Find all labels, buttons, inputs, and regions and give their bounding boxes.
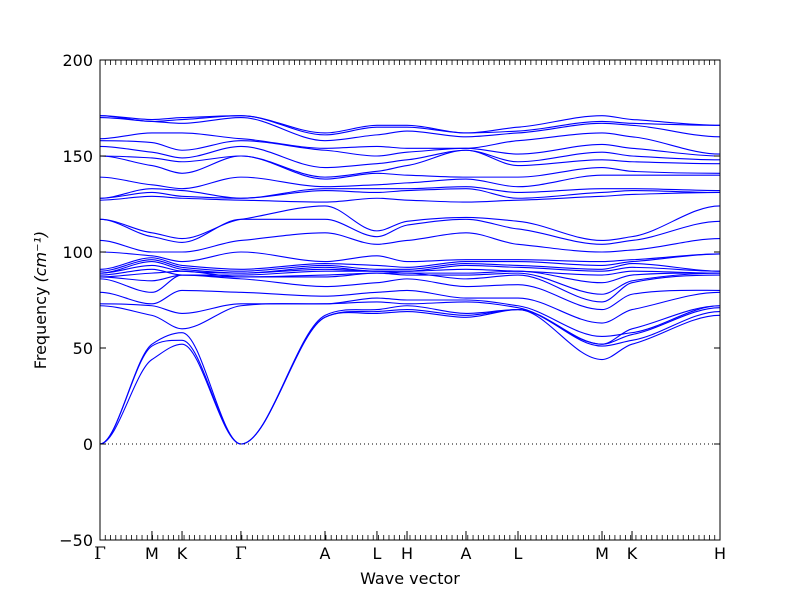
band-line-1	[99, 309, 721, 445]
band-line-26	[99, 140, 721, 157]
y-tick-label: −50	[59, 531, 93, 550]
y-tick-label: 200	[62, 51, 93, 70]
band-line-6	[99, 289, 721, 324]
band-line-7	[99, 274, 721, 311]
band-line-20	[99, 188, 721, 199]
band-line-24	[99, 149, 721, 178]
band-line-23	[99, 155, 721, 180]
band-line-28	[99, 117, 721, 142]
x-tick-label: A	[320, 544, 331, 563]
y-tick-label: 0	[83, 435, 93, 454]
y-axis-label: Frequency (cm⁻¹)	[31, 231, 50, 369]
x-tick-label: Γ	[235, 544, 247, 564]
band-line-16	[99, 232, 721, 253]
band-line-30	[99, 115, 721, 134]
x-tick-label: A	[461, 544, 472, 563]
band-line-8	[99, 272, 721, 303]
band-line-10	[99, 268, 721, 284]
band-line-18	[99, 205, 721, 242]
y-tick-label: 100	[62, 243, 93, 262]
y-tick-label: 50	[73, 339, 93, 358]
y-axis-ticks: −50 0 50 100 150 200	[59, 51, 720, 550]
x-tick-label: K	[177, 544, 188, 563]
y-axis-label-unit: (cm⁻¹)	[31, 231, 50, 283]
band-line-15	[99, 251, 721, 263]
band-line-22	[99, 174, 720, 190]
band-line-14	[99, 253, 721, 270]
x-tick-label: H	[714, 544, 726, 563]
band-line-27	[99, 132, 721, 155]
y-tick-label: 150	[62, 147, 93, 166]
band-line-21	[99, 186, 721, 199]
x-tick-label: K	[627, 544, 638, 563]
x-tick-label: Γ	[94, 544, 106, 564]
band-line-17	[99, 218, 721, 245]
x-tick-label: L	[514, 544, 523, 563]
x-tick-label: H	[401, 544, 413, 563]
band-line-12	[99, 261, 721, 274]
x-tick-label: L	[372, 544, 381, 563]
band-line-25	[99, 145, 721, 169]
band-line-5	[99, 297, 721, 338]
x-axis-label: Wave vector	[360, 569, 460, 588]
y-axis-label-text: Frequency	[31, 287, 50, 370]
band-line-29	[99, 115, 721, 136]
x-tick-label: M	[595, 544, 609, 563]
x-tick-label: M	[145, 544, 159, 563]
band-line-13	[99, 259, 721, 272]
band-line-19	[99, 191, 721, 203]
band-line-2	[99, 309, 721, 445]
band-series-group	[99, 115, 721, 445]
band-line-4	[99, 301, 721, 345]
